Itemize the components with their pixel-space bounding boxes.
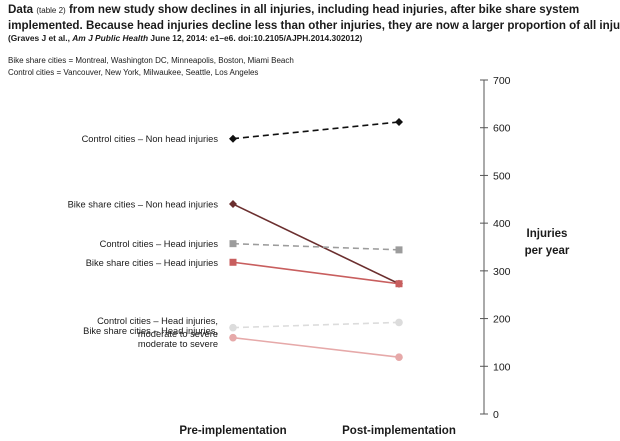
citation: (Graves J et al., Am J Public Health Jun… xyxy=(8,33,616,44)
data-point xyxy=(395,280,403,288)
bike-share-cities-note: Bike share cities = Montreal, Washington… xyxy=(8,56,294,65)
data-point xyxy=(229,240,237,248)
y-tick-label: 500 xyxy=(493,170,511,182)
data-point xyxy=(395,353,403,362)
headline-text: Data xyxy=(8,3,37,16)
series-label: Bike share cities – Non head injuries xyxy=(68,200,219,210)
data-point xyxy=(395,117,403,126)
x-category-label: Pre-implementation xyxy=(179,425,286,437)
series-label: Control cities – Head injuries xyxy=(100,239,219,249)
data-point xyxy=(229,323,237,332)
series-line xyxy=(232,203,400,285)
y-tick-label: 0 xyxy=(493,409,499,421)
series-line xyxy=(232,242,400,251)
y-tick-label: 200 xyxy=(493,314,511,326)
control-cities-note: Control cities = Vancouver, New York, Mi… xyxy=(8,68,259,77)
citation-journal: Am J Public Health xyxy=(72,33,149,43)
y-tick-label: 100 xyxy=(493,361,511,373)
y-axis-label: per year xyxy=(525,245,570,257)
headline-line-1: Data (table 2) from new study show decli… xyxy=(8,2,616,18)
y-axis-label: Injuries xyxy=(527,228,568,240)
data-point xyxy=(229,333,237,342)
series-label: Control cities – Non head injuries xyxy=(82,134,219,144)
series-label: Bike share cities – Head injuries, xyxy=(83,326,218,336)
series-label: moderate to severe xyxy=(138,339,218,349)
series-line xyxy=(232,261,400,285)
series-line xyxy=(232,121,400,140)
y-tick-label: 600 xyxy=(493,123,511,135)
header: Data (table 2) from new study show decli… xyxy=(8,2,620,44)
data-point xyxy=(229,200,237,209)
data-point xyxy=(395,246,403,254)
y-tick-label: 400 xyxy=(493,218,511,230)
citation-text: June 12, 2014: e1–e6. doi:10.2105/AJPH.2… xyxy=(148,33,363,43)
data-point xyxy=(229,258,237,266)
series-label: moderate to severe xyxy=(138,329,218,339)
y-tick-label: 300 xyxy=(493,266,511,278)
series-line xyxy=(232,321,400,329)
table-reference: (table 2) xyxy=(36,6,66,15)
y-tick-label: 700 xyxy=(493,75,511,87)
headline-line-2: implemented. Because head injuries decli… xyxy=(8,19,620,32)
headline-text: from new study show declines in all inju… xyxy=(65,3,580,16)
series-line xyxy=(232,336,400,359)
data-point xyxy=(229,134,237,143)
series-label: Bike share cities – Head injuries xyxy=(86,258,219,268)
citation-text: (Graves J et al., xyxy=(8,33,73,43)
series-label: Control cities – Head injuries, xyxy=(97,316,218,326)
data-point xyxy=(395,318,403,327)
x-category-label: Post-implementation xyxy=(342,425,456,437)
